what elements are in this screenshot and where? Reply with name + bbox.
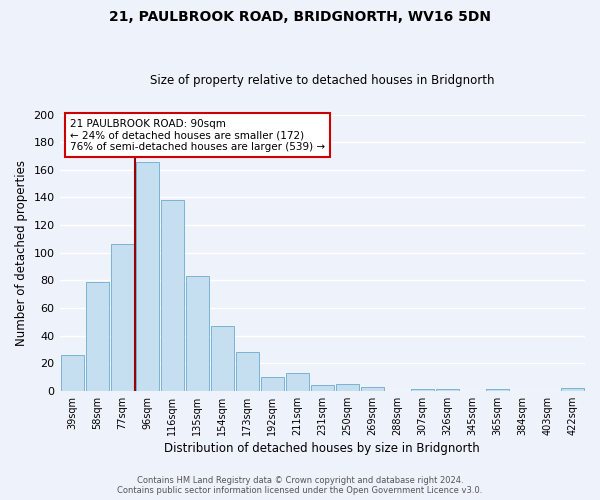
Bar	[436, 390, 459, 391]
Bar	[136, 162, 158, 391]
Bar	[486, 390, 509, 391]
Bar	[261, 377, 284, 391]
Bar	[211, 326, 233, 391]
Bar	[110, 244, 134, 391]
Bar	[61, 355, 83, 391]
Bar	[236, 352, 259, 391]
Bar	[361, 386, 384, 391]
Text: Contains HM Land Registry data © Crown copyright and database right 2024.
Contai: Contains HM Land Registry data © Crown c…	[118, 476, 482, 495]
Y-axis label: Number of detached properties: Number of detached properties	[15, 160, 28, 346]
Bar	[86, 282, 109, 391]
Bar	[411, 390, 434, 391]
Bar	[161, 200, 184, 391]
X-axis label: Distribution of detached houses by size in Bridgnorth: Distribution of detached houses by size …	[164, 442, 480, 455]
Bar	[311, 386, 334, 391]
Text: 21 PAULBROOK ROAD: 90sqm
← 24% of detached houses are smaller (172)
76% of semi-: 21 PAULBROOK ROAD: 90sqm ← 24% of detach…	[70, 118, 325, 152]
Title: Size of property relative to detached houses in Bridgnorth: Size of property relative to detached ho…	[150, 74, 494, 87]
Text: 21, PAULBROOK ROAD, BRIDGNORTH, WV16 5DN: 21, PAULBROOK ROAD, BRIDGNORTH, WV16 5DN	[109, 10, 491, 24]
Bar	[286, 373, 309, 391]
Bar	[185, 276, 209, 391]
Bar	[561, 388, 584, 391]
Bar	[336, 384, 359, 391]
